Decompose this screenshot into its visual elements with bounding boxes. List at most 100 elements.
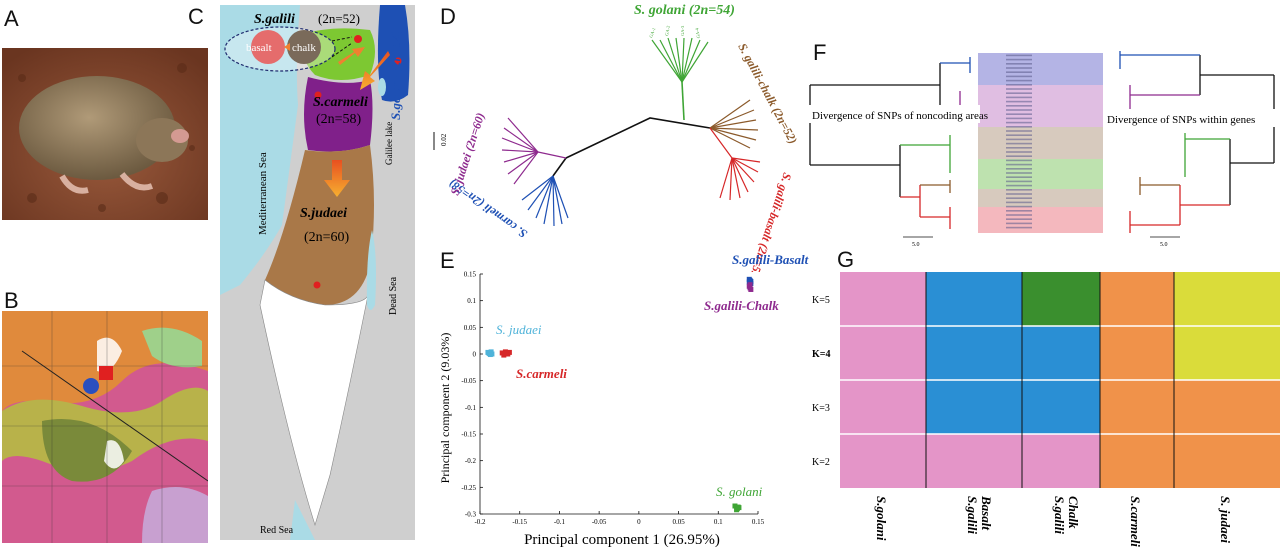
- f-leaf-row: [1006, 210, 1032, 212]
- pca-x-tick-label: 0.15: [752, 518, 765, 526]
- structure-cell: [1100, 326, 1174, 380]
- pca-x-tick-label: -0.1: [554, 518, 566, 526]
- f-leaf-row: [1006, 79, 1032, 82]
- f-leaf-row: [1006, 134, 1032, 136]
- pca-x-tick-label: -0.2: [474, 518, 486, 526]
- f-leaf-row: [1006, 54, 1032, 57]
- geological-map: [2, 311, 208, 543]
- structure-cell: [1022, 326, 1100, 380]
- pca-point: [506, 349, 512, 355]
- carmeli-karyotype-label: (2n=58): [316, 112, 362, 127]
- f-leaf-row: [1006, 159, 1032, 162]
- structure-row-label: K=3: [812, 403, 830, 414]
- structure-column-label: S.carmeli: [1128, 496, 1143, 547]
- structure-cell: [840, 434, 926, 488]
- pca-y-tick-label: 0.15: [464, 271, 477, 279]
- f-leaf-row: [1006, 168, 1032, 170]
- structure-column-label: S.golani: [874, 496, 889, 541]
- f-leaf-row: [1006, 222, 1032, 225]
- f-leaf-row: [1006, 88, 1032, 90]
- f-left-title: Divergence of SNPs of noncoding areas: [812, 110, 988, 122]
- pca-point: [732, 503, 738, 509]
- f-leaf-row: [1006, 92, 1032, 94]
- pca-point: [734, 507, 740, 513]
- f-leaf-row: [1006, 205, 1032, 208]
- judaei-name-label: S.judaei: [300, 206, 347, 221]
- red-sea-label: Red Sea: [260, 525, 294, 536]
- f-leaf-row: [1006, 218, 1032, 220]
- structure-cell: [1174, 272, 1280, 326]
- structure-cell: [926, 326, 1022, 380]
- structure-cell: [926, 272, 1022, 326]
- structure-cell: [1174, 326, 1280, 380]
- pca-x-tick-label: -0.05: [592, 518, 607, 526]
- pca-point: [747, 282, 753, 288]
- pca-golani-label: S. golani: [716, 484, 763, 499]
- israel-distribution-map: basalt chalk S.galili (2n=52) S.carmeli …: [220, 5, 415, 540]
- basalt-label: basalt: [246, 42, 272, 54]
- f-leaf-row: [1006, 117, 1032, 120]
- pca-chalk-label: S.galili-Chalk: [704, 298, 779, 313]
- f-scale-left: 5.0: [912, 242, 920, 248]
- f-leaf-row: [1006, 172, 1032, 174]
- structure-cell: [840, 380, 926, 434]
- panel-label-g: G: [837, 247, 855, 272]
- f-leaf-row: [1006, 71, 1032, 73]
- f-leaf-row: [1006, 105, 1032, 107]
- f-leaf-row: [1006, 100, 1032, 103]
- structure-admixture-plot: K=5K=4K=3K=2 S.golani S.galili Basalt S.gal…: [812, 272, 1280, 547]
- f-leaf-row: [1006, 67, 1032, 69]
- svg-text:GA-4: GA-4: [694, 27, 701, 39]
- f-leaf-row: [1006, 155, 1032, 157]
- structure-cell: [1022, 380, 1100, 434]
- f-leaf-row: [1006, 163, 1032, 166]
- f-leaf-row: [1006, 63, 1032, 65]
- f-leaf-row: [1006, 147, 1032, 149]
- structure-cell: [840, 326, 926, 380]
- mediterranean-sea-label: Mediterranean Sea: [257, 152, 269, 235]
- pca-x-tick-label: 0.1: [714, 518, 723, 526]
- f-leaf-row: [1006, 176, 1032, 178]
- panel-label-e: E: [440, 248, 455, 273]
- golani-map-label: S.golani (2n=54): [388, 30, 403, 120]
- pca-y-tick-label: -0.2: [465, 457, 477, 465]
- panel-label-b: B: [4, 288, 19, 313]
- structure-cell: [926, 380, 1022, 434]
- svg-text:GA-3: GA-3: [680, 25, 685, 36]
- panel-label-a: A: [4, 6, 19, 31]
- f-leaf-row: [1006, 201, 1032, 204]
- f-scale-right: 5.0: [1160, 242, 1168, 248]
- pca-y-tick-label: 0: [473, 351, 477, 359]
- f-leaf-row: [1006, 214, 1032, 216]
- chalk-label: chalk: [292, 42, 316, 54]
- svg-text:GA-1: GA-1: [648, 27, 656, 38]
- f-leaf-row: [1006, 184, 1032, 187]
- dead-sea-label: Dead Sea: [388, 276, 399, 315]
- structure-cell: [1100, 380, 1174, 434]
- structure-column-label: S. judaei: [1218, 496, 1233, 543]
- f-leaf-row: [1006, 151, 1032, 153]
- pca-x-tick-label: 0.05: [672, 518, 685, 526]
- pca-point: [735, 504, 741, 510]
- f-right-title: Divergence of SNPs within genes: [1107, 114, 1255, 126]
- svg-text:GA-2: GA-2: [664, 25, 671, 36]
- pca-point: [503, 350, 509, 356]
- f-leaf-row: [1006, 75, 1032, 78]
- panel-label-d: D: [440, 4, 456, 29]
- structure-cell: [840, 272, 926, 326]
- f-leaf-row: [1006, 121, 1032, 124]
- pca-y-tick-label: 0.05: [464, 324, 477, 332]
- f-leaf-row: [1006, 84, 1032, 86]
- f-leaf-row: [1006, 142, 1032, 145]
- galilee-lake-label: Galilee lake: [384, 122, 394, 165]
- f-leaf-row: [1006, 126, 1032, 128]
- structure-row-label: K=5: [812, 295, 830, 306]
- f-leaf-row: [1006, 130, 1032, 132]
- f-leaf-row: [1006, 109, 1032, 111]
- f-leaf-row: [1006, 193, 1032, 195]
- structure-row-label: K=4: [812, 349, 830, 360]
- structure-column-label: Basalt: [979, 495, 994, 530]
- structure-column-label: S.galili: [965, 496, 980, 534]
- pca-point: [748, 278, 754, 284]
- galili-name-label: S.galili: [254, 12, 295, 27]
